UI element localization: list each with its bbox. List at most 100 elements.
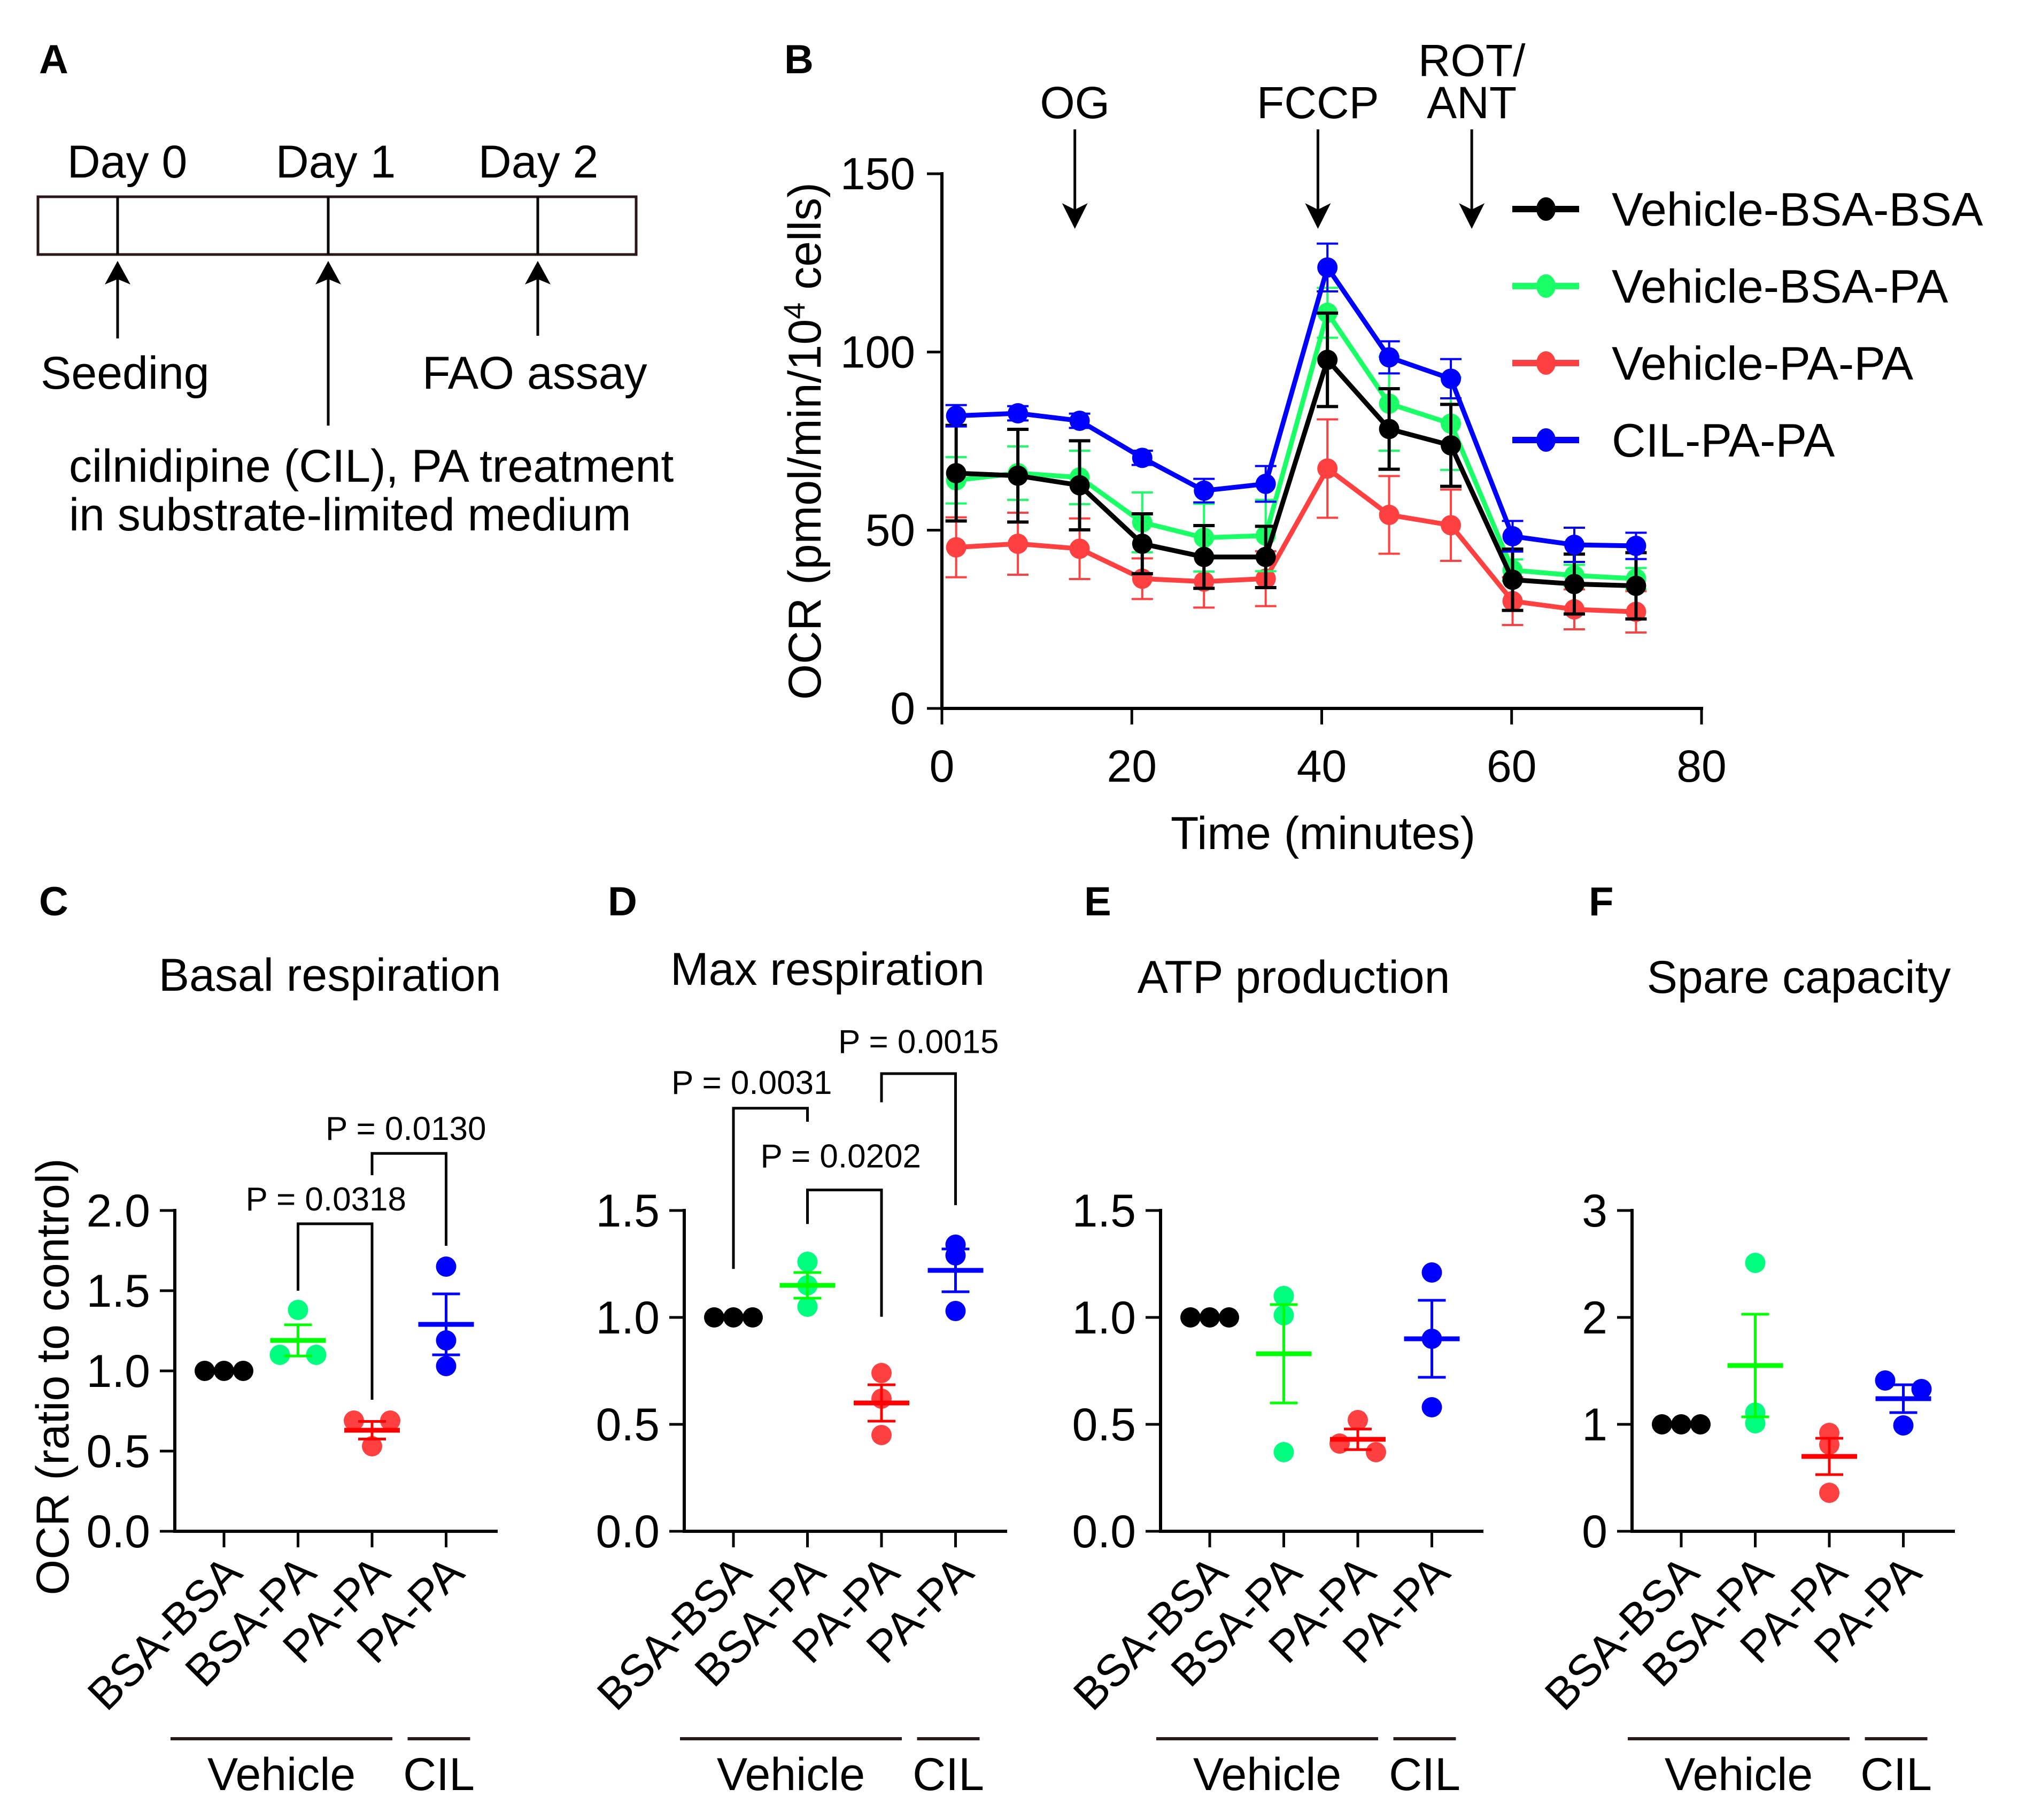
panel-c: C Basal respiration OCR (ratio to control)… xyxy=(27,879,501,1800)
treatment-group-cil: CIL xyxy=(1860,1737,1932,1800)
data-dot xyxy=(1893,1415,1914,1436)
panel-letter-f: F xyxy=(1589,879,1613,924)
treatment-group-vehicle: Vehicle xyxy=(680,1737,902,1800)
group-cil-pa-pa xyxy=(1875,1370,1932,1436)
legend-label: Vehicle-BSA-PA xyxy=(1612,260,1949,313)
event-label-seeding: Seeding xyxy=(41,348,210,399)
sem-bar xyxy=(1889,1383,1918,1414)
data-point xyxy=(1502,526,1523,546)
legend-item: CIL-PA-PA xyxy=(1512,414,1835,467)
data-dot xyxy=(1366,1442,1386,1462)
data-dot xyxy=(1875,1370,1896,1391)
legend-marker xyxy=(1536,197,1556,221)
legend-marker xyxy=(1536,428,1556,452)
data-dot xyxy=(945,1301,966,1321)
y-tick-label: 1.0 xyxy=(1072,1292,1136,1344)
y-tick-label: 100 xyxy=(840,327,915,377)
group-vehicle-bsa-bsa xyxy=(195,1361,253,1381)
significance-bracket: P = 0.0202 xyxy=(760,1138,921,1317)
panel-letter-c: C xyxy=(39,879,68,924)
group-label: Vehicle xyxy=(207,1749,355,1800)
chart-title: Basal respiration xyxy=(159,950,501,1001)
bracket-line xyxy=(297,1222,374,1400)
data-point xyxy=(946,405,967,426)
data-point xyxy=(1564,535,1584,555)
y-tick-label: 50 xyxy=(865,505,915,556)
data-dot xyxy=(1745,1253,1766,1273)
arrow-up-icon xyxy=(525,261,551,336)
p-value-label: P = 0.0130 xyxy=(326,1110,486,1147)
data-dot xyxy=(1819,1483,1839,1503)
significance-bracket: P = 0.0130 xyxy=(326,1110,486,1246)
y-tick-label: 1.5 xyxy=(596,1185,660,1237)
p-value-label: P = 0.0031 xyxy=(671,1065,832,1101)
data-point xyxy=(1008,534,1029,554)
group-label: Vehicle xyxy=(717,1749,865,1800)
chart-title: Spare capacity xyxy=(1647,952,1951,1003)
y-tick-label: 0.5 xyxy=(596,1399,660,1451)
data-point xyxy=(1502,569,1523,590)
significance-bracket: P = 0.0031 xyxy=(671,1065,832,1269)
legend-marker xyxy=(1536,274,1556,298)
data-dot xyxy=(1421,1262,1442,1283)
group-label: CIL xyxy=(1389,1749,1460,1800)
data-point xyxy=(1317,350,1338,370)
data-point xyxy=(1441,515,1462,536)
legend: Vehicle-BSA-BSA Vehicle-BSA-PA Vehicle-PA-… xyxy=(1512,183,1983,467)
legend-label: CIL-PA-PA xyxy=(1612,414,1835,467)
data-point xyxy=(1564,574,1584,595)
x-tick-label: 80 xyxy=(1676,741,1726,791)
y-tick-label: 3 xyxy=(1582,1185,1607,1237)
treatment-group-cil: CIL xyxy=(403,1737,475,1800)
series-line xyxy=(956,310,1636,581)
injection-label: OG xyxy=(1040,78,1110,128)
group-label: Vehicle xyxy=(1193,1749,1341,1800)
data-point xyxy=(1379,347,1400,368)
y-tick-label: 0 xyxy=(890,683,915,734)
y-tick-label: 0.0 xyxy=(86,1506,150,1557)
day-label: Day 2 xyxy=(478,136,599,188)
data-point xyxy=(1132,448,1153,468)
group-vehicle-bsa-pa xyxy=(1727,1253,1783,1433)
data-point xyxy=(1194,480,1215,501)
x-tick-label: 60 xyxy=(1487,741,1536,791)
sem-bar xyxy=(284,1323,312,1358)
data-point xyxy=(1069,475,1090,496)
data-dot xyxy=(288,1300,308,1320)
group-vehicle-pa-pa xyxy=(344,1410,400,1456)
treatment-group-vehicle: Vehicle xyxy=(171,1737,392,1800)
group-label: CIL xyxy=(913,1749,984,1800)
x-tick-label: 0 xyxy=(930,741,955,791)
injection-label: ANT xyxy=(1427,78,1517,128)
data-dot xyxy=(344,1410,364,1431)
bracket-line xyxy=(806,1189,883,1317)
data-point xyxy=(1441,435,1462,456)
group-vehicle-bsa-bsa xyxy=(1652,1414,1711,1435)
legend-label: Vehicle-BSA-BSA xyxy=(1612,183,1983,236)
series-vehicle-bsa-bsa xyxy=(945,311,1647,621)
group-vehicle-bsa-pa xyxy=(1256,1286,1312,1462)
group-vehicle-bsa-pa xyxy=(779,1252,836,1317)
data-dot xyxy=(1273,1442,1294,1462)
legend-item: Vehicle-PA-PA xyxy=(1512,337,1913,390)
arrow-head xyxy=(1459,203,1485,229)
data-dot xyxy=(436,1256,457,1277)
bracket-line xyxy=(880,1072,957,1205)
data-point xyxy=(1008,465,1029,486)
sem-bar xyxy=(1418,1299,1446,1379)
arrow-head xyxy=(1062,203,1088,229)
arrow-head xyxy=(1305,203,1331,229)
injection-annotation: ROT/ANT xyxy=(1418,35,1526,229)
group-vehicle-pa-pa xyxy=(1329,1410,1386,1462)
data-point xyxy=(1379,505,1400,525)
data-point xyxy=(1441,368,1462,389)
data-dot xyxy=(380,1410,400,1431)
y-tick-label: 0.5 xyxy=(86,1426,150,1477)
panel-a: A Day 0 Day 1 Day 2 Seeding cilnidipine … xyxy=(36,37,674,541)
event-label-fao-assay: FAO assay xyxy=(422,348,647,399)
arrow-up-icon xyxy=(315,261,341,426)
